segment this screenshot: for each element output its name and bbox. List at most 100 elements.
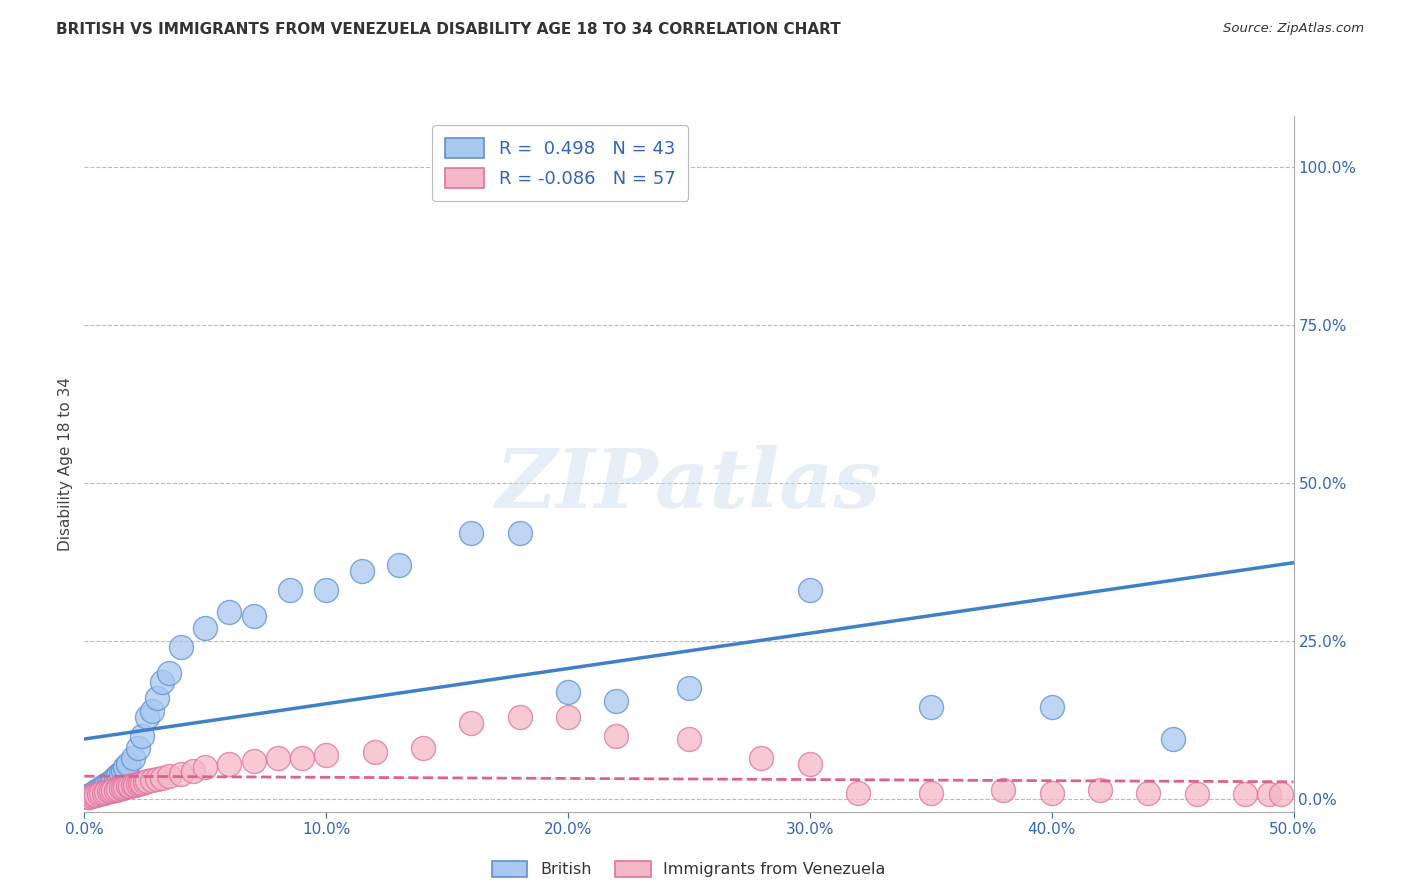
Text: BRITISH VS IMMIGRANTS FROM VENEZUELA DISABILITY AGE 18 TO 34 CORRELATION CHART: BRITISH VS IMMIGRANTS FROM VENEZUELA DIS… <box>56 22 841 37</box>
Point <box>194 760 217 774</box>
Point <box>112 764 135 778</box>
Point <box>103 773 125 788</box>
Point <box>605 729 627 743</box>
Point <box>127 777 149 791</box>
Point <box>112 780 135 795</box>
Point <box>799 757 821 772</box>
Point <box>131 775 153 789</box>
Point <box>146 690 169 705</box>
Legend: British, Immigrants from Venezuela: British, Immigrants from Venezuela <box>485 855 893 884</box>
Point <box>678 731 700 746</box>
Point <box>157 665 180 680</box>
Point <box>242 608 264 623</box>
Point <box>77 789 100 803</box>
Point <box>278 583 301 598</box>
Point <box>267 751 290 765</box>
Point <box>131 729 153 743</box>
Point <box>80 787 103 801</box>
Point <box>751 751 773 765</box>
Point <box>97 784 120 798</box>
Point <box>1137 786 1160 800</box>
Point <box>157 769 180 783</box>
Point <box>86 788 108 802</box>
Point <box>1088 782 1111 797</box>
Point <box>141 773 163 788</box>
Point <box>509 526 531 541</box>
Point <box>920 700 942 714</box>
Point <box>846 786 869 800</box>
Point <box>121 751 143 765</box>
Point <box>557 710 579 724</box>
Point <box>117 780 139 794</box>
Point <box>194 621 217 635</box>
Point <box>150 675 173 690</box>
Point <box>124 778 146 792</box>
Point <box>77 789 100 804</box>
Point <box>799 583 821 598</box>
Point <box>136 710 159 724</box>
Point <box>120 779 142 793</box>
Y-axis label: Disability Age 18 to 34: Disability Age 18 to 34 <box>58 376 73 551</box>
Point <box>1040 786 1063 800</box>
Point <box>114 780 136 794</box>
Point <box>107 768 129 782</box>
Point <box>170 766 193 780</box>
Point <box>104 770 127 784</box>
Point <box>242 754 264 768</box>
Point <box>1161 731 1184 746</box>
Point <box>1185 787 1208 801</box>
Point <box>557 684 579 698</box>
Point <box>605 694 627 708</box>
Point <box>291 751 314 765</box>
Point <box>83 786 105 800</box>
Text: ZIPatlas: ZIPatlas <box>496 445 882 524</box>
Point <box>100 776 122 790</box>
Point <box>97 776 120 790</box>
Point <box>150 771 173 785</box>
Point <box>1258 787 1281 801</box>
Point <box>117 757 139 772</box>
Point <box>1234 787 1257 801</box>
Point <box>315 583 337 598</box>
Point <box>103 783 125 797</box>
Point <box>363 745 385 759</box>
Point <box>134 775 156 789</box>
Point <box>100 784 122 798</box>
Point <box>170 640 193 655</box>
Point <box>94 778 117 792</box>
Point <box>136 774 159 789</box>
Point <box>678 681 700 696</box>
Point <box>181 764 204 778</box>
Point <box>76 789 98 803</box>
Point <box>127 741 149 756</box>
Point <box>121 778 143 792</box>
Point <box>94 785 117 799</box>
Point <box>218 757 240 772</box>
Point <box>218 606 240 620</box>
Point <box>1270 787 1292 801</box>
Point <box>110 765 132 780</box>
Point <box>460 526 482 541</box>
Point <box>83 789 105 803</box>
Point <box>93 786 115 800</box>
Point <box>412 741 434 756</box>
Point <box>93 780 115 794</box>
Point <box>86 784 108 798</box>
Point <box>920 786 942 800</box>
Point <box>110 781 132 796</box>
Point <box>107 781 129 796</box>
Point <box>460 716 482 731</box>
Point <box>146 772 169 786</box>
Point <box>388 558 411 572</box>
Point <box>80 789 103 803</box>
Point <box>90 786 112 800</box>
Point <box>104 782 127 797</box>
Text: Source: ZipAtlas.com: Source: ZipAtlas.com <box>1223 22 1364 36</box>
Point <box>76 790 98 805</box>
Point <box>141 704 163 718</box>
Point <box>509 710 531 724</box>
Point <box>90 780 112 795</box>
Point <box>315 747 337 762</box>
Point <box>129 776 152 790</box>
Point <box>993 782 1015 797</box>
